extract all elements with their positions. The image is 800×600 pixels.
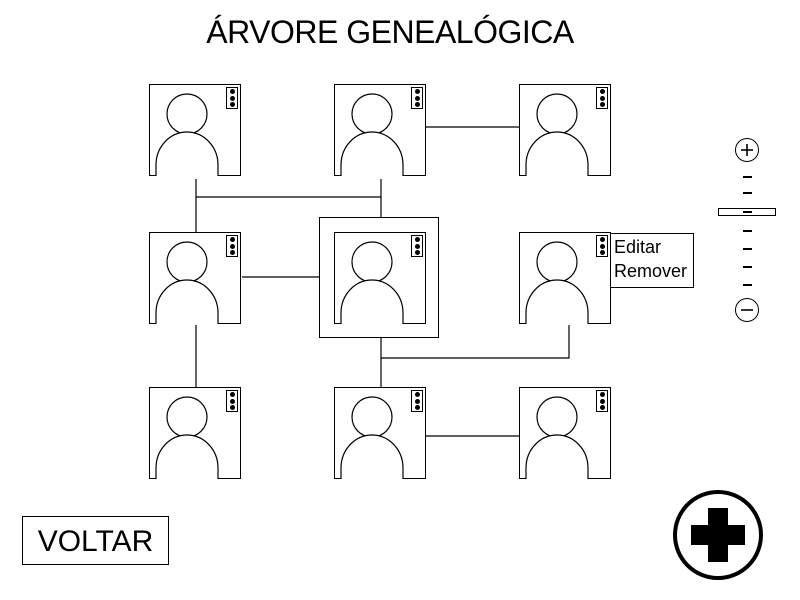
person-card[interactable]: [334, 232, 426, 324]
selected-node-frame: [319, 217, 439, 338]
zoom-tick: [743, 266, 752, 268]
person-card[interactable]: [334, 84, 426, 176]
person-card[interactable]: [149, 232, 241, 324]
node-options-icon[interactable]: [226, 87, 238, 109]
person-icon: [155, 93, 219, 176]
person-icon: [155, 396, 219, 479]
zoom-tick: [743, 248, 752, 250]
node-options-icon[interactable]: [226, 235, 238, 257]
person-card[interactable]: [519, 387, 611, 479]
person-icon: [340, 396, 404, 479]
person-icon: [340, 241, 404, 324]
node-options-icon[interactable]: [411, 390, 423, 412]
person-card[interactable]: [334, 387, 426, 479]
person-card[interactable]: [149, 387, 241, 479]
person-card[interactable]: [519, 84, 611, 176]
node-options-icon[interactable]: [596, 87, 608, 109]
zoom-tick: [743, 230, 752, 232]
back-button[interactable]: VOLTAR: [22, 516, 169, 565]
node-options-icon[interactable]: [596, 235, 608, 257]
zoom-tick: [743, 176, 752, 178]
zoom-tick: [743, 284, 752, 286]
add-person-button[interactable]: [673, 490, 763, 580]
plus-circle-icon[interactable]: [735, 138, 759, 162]
edit-menu-item[interactable]: Editar: [614, 237, 662, 257]
person-icon: [525, 93, 589, 176]
page-title: ÁRVORE GENEALÓGICA: [206, 14, 574, 50]
zoom-slider[interactable]: [718, 136, 778, 326]
person-card[interactable]: [149, 84, 241, 176]
node-options-icon[interactable]: [596, 390, 608, 412]
plus-icon-vertical: [708, 508, 728, 562]
node-options-icon[interactable]: [226, 390, 238, 412]
node-options-icon[interactable]: [411, 87, 423, 109]
person-icon: [340, 93, 404, 176]
remove-menu-item[interactable]: Remover: [614, 261, 688, 281]
person-icon: [155, 241, 219, 324]
minus-circle-icon[interactable]: [735, 298, 759, 322]
person-icon: [525, 241, 589, 324]
person-icon: [525, 396, 589, 479]
zoom-thumb[interactable]: [718, 208, 776, 216]
node-context-menu: Editar Remover: [610, 233, 694, 288]
person-card[interactable]: [519, 232, 611, 324]
connector-r1-parents-r2c1: [195, 179, 382, 198]
zoom-tick: [743, 192, 752, 194]
node-options-icon[interactable]: [411, 235, 423, 257]
connector-r2c2-r2c3: [380, 325, 570, 359]
